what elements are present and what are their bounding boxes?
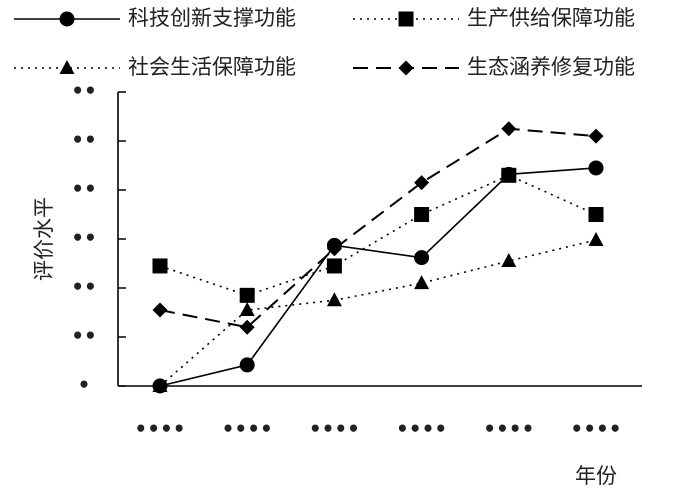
data-point [239,287,255,303]
series-line [159,167,597,387]
legend-marker [59,60,75,74]
data-point [501,253,517,268]
data-point [588,160,604,176]
y-ticks: ••••••••••••• [71,79,126,397]
x-tick-label: •••• [309,417,360,441]
legend-item: 生态涵养修复功能 [353,55,635,79]
data-point [152,302,168,318]
legend-item: 社会生活保障功能 [14,55,296,79]
series-line [159,239,597,387]
x-tick-label: •••• [222,417,273,441]
axes [117,92,642,387]
y-tick-label: • [78,373,91,397]
legend-label: 科技创新支撑功能 [128,6,296,30]
data-point [588,207,604,222]
y-tick-label: •• [71,177,97,201]
data-point [239,357,255,373]
series-3 [152,231,604,392]
y-tick-label: •• [71,275,97,299]
data-point [239,302,255,317]
data-point [414,250,430,266]
legend-marker [59,11,75,27]
x-ticks: •••• •••• •••• •••• •••• •••• [134,417,621,441]
x-tick-label: •••• [483,417,534,441]
data-point [152,378,168,392]
data-point [326,292,342,307]
data-point [239,319,255,335]
y-tick-label: •• [71,226,97,250]
series-line [159,174,597,297]
data-point [326,258,342,274]
series-1 [152,160,604,394]
legend-item: 科技创新支撑功能 [14,6,296,30]
data-point [588,128,604,144]
legend-item: 生产供给保障功能 [353,6,635,30]
legend-marker [398,11,414,27]
legend-label: 生产供给保障功能 [467,6,635,30]
y-tick-label: •• [71,324,97,348]
x-axis-label: 年份 [575,464,617,488]
legend-label: 社会生活保障功能 [128,55,296,79]
legend-label: 生态涵养修复功能 [467,55,635,79]
data-point [414,275,430,290]
x-tick-label: •••• [134,417,185,441]
legend-marker [398,60,414,76]
y-tick-label: •• [71,128,97,152]
data-point [152,258,168,274]
y-tick-label: •• [71,79,97,103]
series-group [152,121,604,394]
y-axis-label: 评价水平 [32,197,56,281]
data-point [414,207,430,222]
series-line [159,127,597,329]
data-point [414,175,430,191]
data-point [588,231,604,246]
x-tick-label: •••• [570,417,621,441]
series-2 [152,167,604,303]
series-4 [152,121,604,335]
data-point [501,167,517,183]
data-point [326,241,342,257]
x-tick-label: •••• [396,417,447,441]
data-point [501,121,517,137]
